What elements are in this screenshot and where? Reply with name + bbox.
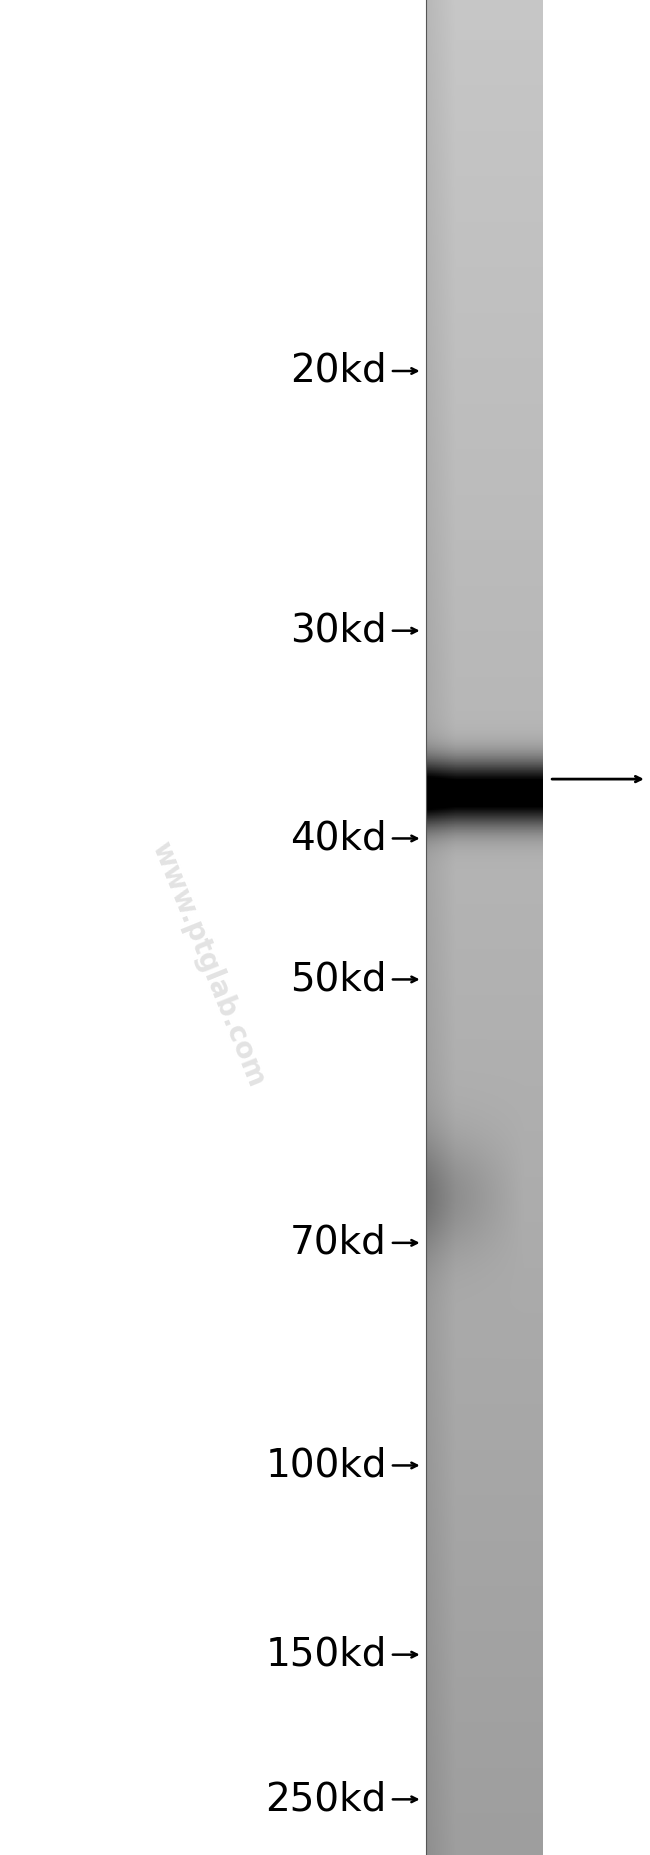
Text: www.ptglab.com: www.ptglab.com: [146, 838, 270, 1091]
Text: 150kd: 150kd: [265, 1636, 387, 1673]
Text: 40kd: 40kd: [290, 820, 387, 857]
Text: 30kd: 30kd: [290, 612, 387, 649]
Text: 20kd: 20kd: [290, 352, 387, 390]
Text: 100kd: 100kd: [265, 1447, 387, 1484]
Text: 70kd: 70kd: [290, 1224, 387, 1261]
Text: 250kd: 250kd: [265, 1781, 387, 1818]
Text: 50kd: 50kd: [291, 961, 387, 998]
